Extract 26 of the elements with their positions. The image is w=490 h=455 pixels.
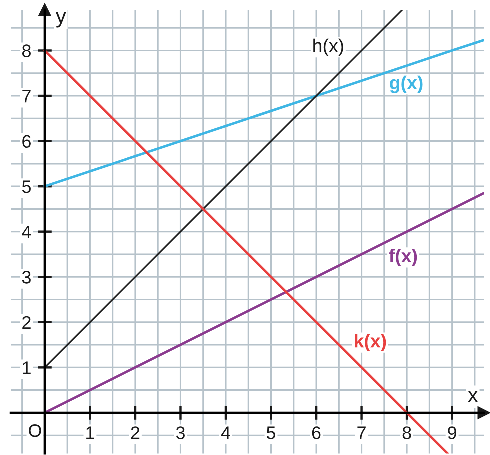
y-tick-label: 4	[22, 226, 32, 238]
x-tick-label: 5	[266, 426, 276, 440]
series-label: h(x)	[314, 38, 344, 56]
line-series	[44, 192, 484, 414]
series-label: g(x)	[390, 76, 423, 94]
x-tick-label: 2	[131, 426, 140, 440]
x-tick-label: 3	[176, 426, 185, 440]
x-axis-title: x	[468, 391, 478, 402]
x-tick-label: 9	[448, 426, 456, 440]
x-tick-label: 7	[358, 426, 366, 440]
x-tick-label: 4	[221, 426, 230, 440]
series-label: f(x)	[389, 248, 418, 266]
y-tick-label: 1	[23, 362, 31, 374]
y-tick-label: 5	[22, 180, 31, 194]
y-tick-label: 3	[22, 271, 31, 284]
x-tick-label: 6	[312, 426, 321, 440]
x-tick-label: 8	[402, 426, 412, 440]
annotation: O	[29, 424, 42, 438]
y-tick-label: 8	[22, 44, 31, 58]
x-tick-label: 1	[86, 426, 94, 440]
series-label: k(x)	[355, 334, 386, 352]
y-tick-label: 2	[22, 316, 31, 329]
y-tick-label: 7	[22, 90, 31, 103]
y-tick-label: 6	[22, 135, 31, 148]
line-series	[44, 39, 484, 188]
y-axis-title: y	[56, 12, 66, 28]
